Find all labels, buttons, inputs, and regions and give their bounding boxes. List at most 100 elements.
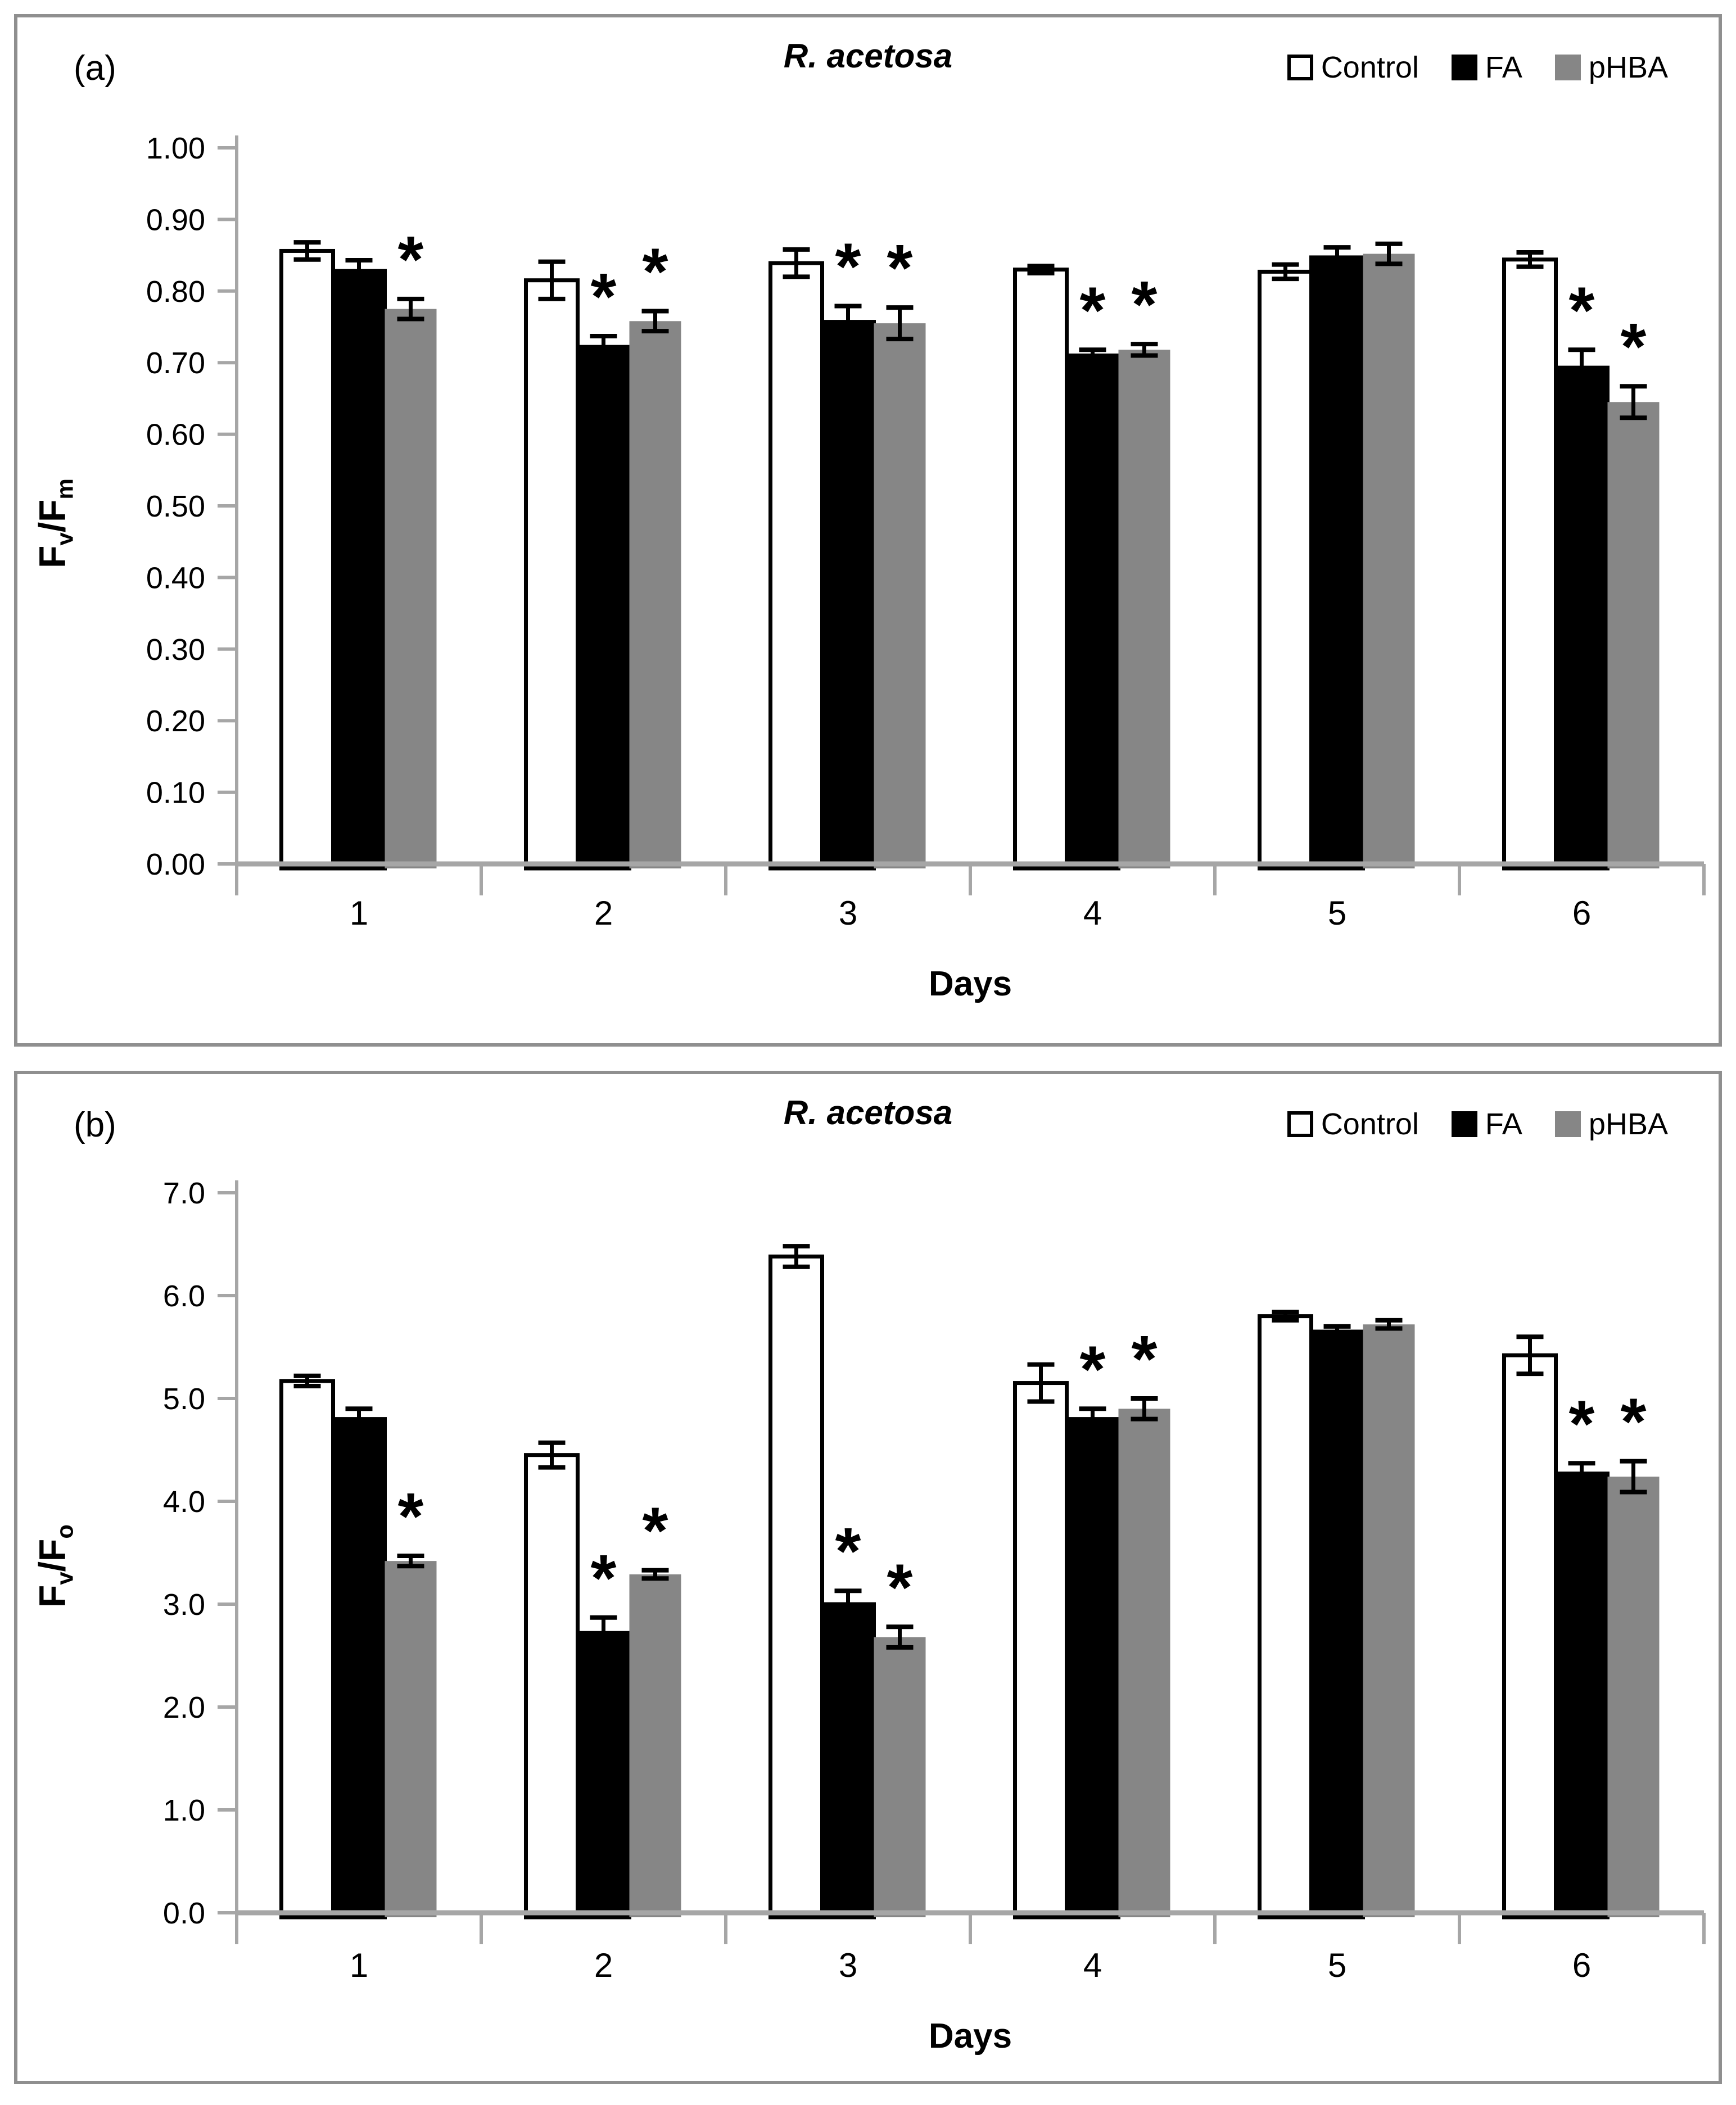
bar-control-day4 (1013, 1381, 1069, 1920)
bar-phba-day5 (1363, 253, 1415, 868)
significance-asterisk: * (1621, 310, 1647, 384)
bar-fa-day5 (1309, 1329, 1365, 1920)
y-axis-tick-label: 0.60 (146, 418, 205, 452)
y-axis-tick-label: 0.70 (146, 346, 205, 380)
y-axis-tick-label: 7.0 (163, 1176, 205, 1210)
bar-fa-day4 (1065, 353, 1120, 871)
panel-a-title: R. acetosa (783, 37, 953, 75)
significance-asterisk: * (835, 1514, 861, 1588)
panel-a-label: (a) (74, 49, 116, 88)
panel-a-chart: 0.00 0.10 0.20 0.30 0.40 0.50 0.60 0.70 0.80 0.90… (146, 132, 1706, 1003)
legend-label-fa: FA (1485, 51, 1522, 84)
y-axis-tick-label: 2.0 (163, 1691, 205, 1724)
y-axis-tick-label: 0.30 (146, 633, 205, 667)
bar-control-day3 (768, 1254, 824, 1920)
y-axis-tick-label: 0.40 (146, 561, 205, 595)
significance-asterisk: * (591, 260, 617, 334)
legend-label-phba: pHBA (1588, 1107, 1668, 1141)
panel-b-title: R. acetosa (783, 1094, 953, 1131)
x-category-label: 6 (1572, 1946, 1591, 1984)
bar-control-day2 (524, 1453, 580, 1920)
x-axis-title: Days (929, 965, 1012, 1003)
significance-asterisk: * (1080, 273, 1106, 347)
legend-swatch-fa (1451, 1111, 1477, 1137)
bar-fa-day2 (576, 1631, 631, 1920)
x-category-label: 1 (350, 1946, 368, 1984)
bar-phba-day6 (1607, 402, 1660, 868)
legend-label-control: Control (1321, 1107, 1419, 1141)
significance-asterisk: * (643, 1494, 668, 1568)
panel-b: (b) R. acetosa Control FA pHBA Fv/Fo 0.0… (14, 1071, 1722, 2084)
legend-item-fa: FA (1451, 1107, 1522, 1142)
bar-control-day5 (1258, 269, 1313, 871)
y-axis-tick-label: 1.00 (146, 132, 205, 165)
bar-control-day6 (1502, 257, 1558, 871)
bar-fa-day1 (331, 269, 387, 871)
legend-item-fa: FA (1451, 50, 1522, 85)
x-category-label: 6 (1572, 894, 1591, 932)
y-axis-tick-label: 4.0 (163, 1485, 205, 1519)
panel-a: (a) R. acetosa Control FA pHBA Fv/Fm 0.0… (14, 14, 1722, 1047)
bar-phba-day5 (1363, 1324, 1415, 1917)
x-category-label: 2 (594, 894, 613, 932)
legend-swatch-control (1287, 1111, 1313, 1137)
significance-asterisk: * (1621, 1385, 1647, 1459)
significance-asterisk: * (398, 1479, 424, 1554)
panel-b-legend: Control FA pHBA (1287, 1107, 1668, 1142)
bar-control-day5 (1258, 1314, 1313, 1920)
bar-phba-day6 (1607, 1477, 1660, 1917)
bar-phba-day4 (1118, 1409, 1170, 1917)
bar-control-day1 (279, 1379, 335, 1920)
bar-phba-day3 (874, 323, 926, 868)
bar-fa-day3 (820, 1602, 876, 1920)
legend-swatch-phba (1554, 1111, 1581, 1137)
bar-fa-day2 (576, 345, 631, 871)
bar-phba-day3 (874, 1637, 926, 1917)
panel-b-chart: 0.0 1.0 2.0 3.0 4.0 5.0 6.0 7.0 * * * * * * * * * 1 2 3 4 5 6 D… (163, 1176, 1706, 2056)
y-axis-tick-label: 0.50 (146, 490, 205, 523)
y-axis-tick-label: 0.90 (146, 203, 205, 237)
y-axis-tick-label: 6.0 (163, 1279, 205, 1313)
x-axis-title: Days (929, 2017, 1012, 2056)
significance-asterisk: * (1132, 268, 1158, 342)
legend-swatch-control (1287, 55, 1313, 80)
bar-fa-day1 (331, 1417, 387, 1920)
legend-item-phba: pHBA (1554, 1107, 1668, 1142)
legend-item-control: Control (1287, 1107, 1419, 1142)
significance-asterisk: * (398, 223, 424, 297)
bar-control-day2 (524, 278, 580, 871)
legend-swatch-phba (1554, 55, 1581, 80)
panel-b-label: (b) (74, 1106, 116, 1144)
bar-fa-day5 (1309, 255, 1365, 871)
legend-label-fa: FA (1485, 1107, 1522, 1141)
x-category-label: 4 (1083, 1946, 1102, 1984)
legend-item-phba: pHBA (1554, 50, 1668, 85)
significance-asterisk: * (1132, 1322, 1158, 1396)
bar-phba-day1 (385, 309, 437, 868)
significance-asterisk: * (1569, 273, 1595, 347)
significance-asterisk: * (1080, 1332, 1106, 1406)
legend-swatch-fa (1451, 55, 1477, 80)
x-category-label: 2 (594, 1946, 613, 1984)
significance-asterisk: * (887, 1550, 913, 1624)
bar-phba-day2 (629, 1574, 681, 1917)
y-axis-tick-label: 0.10 (146, 776, 205, 810)
bar-control-day3 (768, 261, 824, 871)
bar-control-day4 (1013, 268, 1069, 871)
y-axis-tick-label: 0.20 (146, 704, 205, 738)
y-axis-tick-label: 3.0 (163, 1588, 205, 1622)
bar-fa-day6 (1554, 365, 1610, 871)
significance-asterisk: * (1569, 1387, 1595, 1461)
bar-control-day6 (1502, 1353, 1558, 1920)
x-category-label: 5 (1328, 894, 1346, 932)
bar-fa-day6 (1554, 1472, 1610, 1920)
y-axis-tick-label: 1.0 (163, 1794, 205, 1827)
bar-fa-day3 (820, 320, 876, 871)
x-category-label: 3 (839, 1946, 857, 1984)
bar-phba-day1 (385, 1561, 437, 1917)
y-axis-tick-label: 5.0 (163, 1382, 205, 1416)
y-axis-tick-label: 0.0 (163, 1896, 205, 1930)
significance-asterisk: * (835, 230, 861, 304)
panel-a-legend: Control FA pHBA (1287, 50, 1668, 85)
x-category-label: 4 (1083, 894, 1102, 932)
